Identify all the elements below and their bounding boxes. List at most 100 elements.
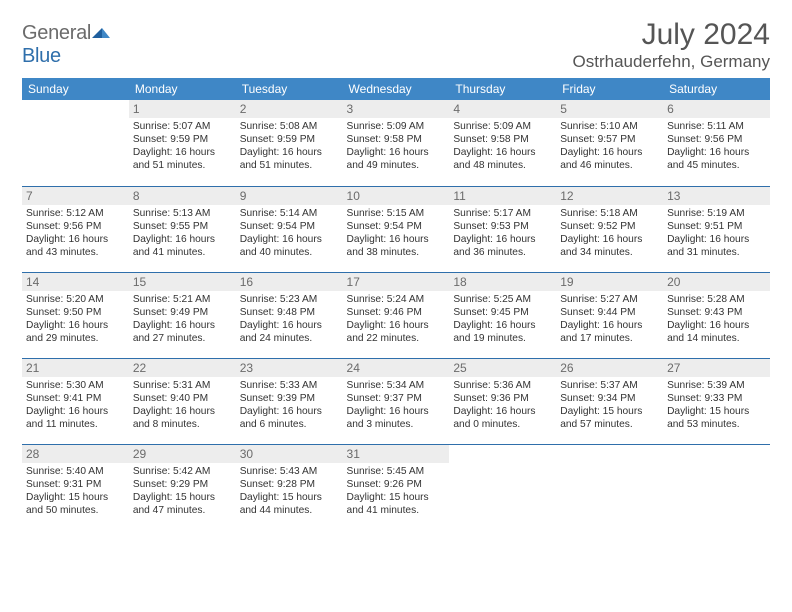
daylight-line: Daylight: 16 hours and 38 minutes. — [347, 233, 446, 259]
daylight-line: Daylight: 16 hours and 43 minutes. — [26, 233, 125, 259]
day-number: 1 — [129, 100, 236, 118]
sunset-line: Sunset: 9:31 PM — [26, 478, 125, 491]
calendar-day-cell: 16Sunrise: 5:23 AMSunset: 9:48 PMDayligh… — [236, 272, 343, 358]
day-number: 20 — [663, 273, 770, 291]
calendar-day-cell: 28Sunrise: 5:40 AMSunset: 9:31 PMDayligh… — [22, 444, 129, 530]
weekday-header: Monday — [129, 78, 236, 100]
sunset-line: Sunset: 9:26 PM — [347, 478, 446, 491]
calendar-day-cell: 13Sunrise: 5:19 AMSunset: 9:51 PMDayligh… — [663, 186, 770, 272]
daylight-line: Daylight: 16 hours and 31 minutes. — [667, 233, 766, 259]
calendar-day-cell: 15Sunrise: 5:21 AMSunset: 9:49 PMDayligh… — [129, 272, 236, 358]
day-number: 26 — [556, 359, 663, 377]
calendar-day-cell: 12Sunrise: 5:18 AMSunset: 9:52 PMDayligh… — [556, 186, 663, 272]
sunrise-line: Sunrise: 5:31 AM — [133, 379, 232, 392]
calendar-day-cell: 29Sunrise: 5:42 AMSunset: 9:29 PMDayligh… — [129, 444, 236, 530]
logo-word2: Blue — [22, 45, 61, 67]
title-block: July 2024 Ostrhauderfehn, Germany — [573, 18, 770, 72]
calendar-day-cell: 8 Sunrise: 5:13 AMSunset: 9:55 PMDaylight… — [129, 186, 236, 272]
sunrise-line: Sunrise: 5:40 AM — [26, 465, 125, 478]
day-number: 29 — [129, 445, 236, 463]
sunrise-line: Sunrise: 5:13 AM — [133, 207, 232, 220]
logo: GeneralBlue — [22, 22, 110, 68]
sunrise-line: Sunrise: 5:33 AM — [240, 379, 339, 392]
day-number: 25 — [449, 359, 556, 377]
sunset-line: Sunset: 9:58 PM — [347, 133, 446, 146]
daylight-line: Daylight: 16 hours and 36 minutes. — [453, 233, 552, 259]
daylight-line: Daylight: 16 hours and 14 minutes. — [667, 319, 766, 345]
day-number: 2 — [236, 100, 343, 118]
sunset-line: Sunset: 9:43 PM — [667, 306, 766, 319]
header: GeneralBlue July 2024 Ostrhauderfehn, Ge… — [22, 18, 770, 72]
day-number: 16 — [236, 273, 343, 291]
sunrise-line: Sunrise: 5:28 AM — [667, 293, 766, 306]
sunset-line: Sunset: 9:59 PM — [133, 133, 232, 146]
sunrise-line: Sunrise: 5:15 AM — [347, 207, 446, 220]
day-number: 17 — [343, 273, 450, 291]
day-number: 7 — [22, 187, 129, 205]
sunset-line: Sunset: 9:52 PM — [560, 220, 659, 233]
logo-text: GeneralBlue — [22, 22, 110, 68]
sunset-line: Sunset: 9:46 PM — [347, 306, 446, 319]
day-number: 13 — [663, 187, 770, 205]
calendar-day-cell — [22, 100, 129, 186]
day-number: 31 — [343, 445, 450, 463]
day-number: 22 — [129, 359, 236, 377]
calendar-day-cell: 6Sunrise: 5:11 AMSunset: 9:56 PMDaylight… — [663, 100, 770, 186]
calendar-day-cell: 14Sunrise: 5:20 AMSunset: 9:50 PMDayligh… — [22, 272, 129, 358]
day-number: 10 — [343, 187, 450, 205]
calendar-day-cell: 31 Sunrise: 5:45 AMSunset: 9:26 PMDayligh… — [343, 444, 450, 530]
daylight-line: Daylight: 15 hours and 44 minutes. — [240, 491, 339, 517]
sunrise-line: Sunrise: 5:09 AM — [347, 120, 446, 133]
calendar-day-cell: 27Sunrise: 5:39 AMSunset: 9:33 PMDayligh… — [663, 358, 770, 444]
sunset-line: Sunset: 9:33 PM — [667, 392, 766, 405]
sunset-line: Sunset: 9:48 PM — [240, 306, 339, 319]
weekday-header: Sunday — [22, 78, 129, 100]
day-number: 24 — [343, 359, 450, 377]
daylight-line: Daylight: 16 hours and 41 minutes. — [133, 233, 232, 259]
calendar-day-cell — [449, 444, 556, 530]
daylight-line: Daylight: 16 hours and 51 minutes. — [240, 146, 339, 172]
daylight-line: Daylight: 15 hours and 53 minutes. — [667, 405, 766, 431]
day-number: 23 — [236, 359, 343, 377]
daylight-line: Daylight: 15 hours and 50 minutes. — [26, 491, 125, 517]
calendar-day-cell: 17Sunrise: 5:24 AMSunset: 9:46 PMDayligh… — [343, 272, 450, 358]
day-number: 8 — [129, 187, 236, 205]
sunrise-line: Sunrise: 5:12 AM — [26, 207, 125, 220]
sunset-line: Sunset: 9:53 PM — [453, 220, 552, 233]
weekday-header-row: SundayMondayTuesdayWednesdayThursdayFrid… — [22, 78, 770, 100]
sunset-line: Sunset: 9:49 PM — [133, 306, 232, 319]
sunset-line: Sunset: 9:59 PM — [240, 133, 339, 146]
calendar-day-cell: 23Sunrise: 5:33 AMSunset: 9:39 PMDayligh… — [236, 358, 343, 444]
sunset-line: Sunset: 9:29 PM — [133, 478, 232, 491]
day-number: 5 — [556, 100, 663, 118]
sunset-line: Sunset: 9:34 PM — [560, 392, 659, 405]
calendar-day-cell: 2Sunrise: 5:08 AMSunset: 9:59 PMDaylight… — [236, 100, 343, 186]
sunset-line: Sunset: 9:58 PM — [453, 133, 552, 146]
calendar-day-cell: 7 Sunrise: 5:12 AMSunset: 9:56 PMDaylight… — [22, 186, 129, 272]
calendar-day-cell: 5Sunrise: 5:10 AMSunset: 9:57 PMDaylight… — [556, 100, 663, 186]
location: Ostrhauderfehn, Germany — [573, 52, 770, 72]
sunrise-line: Sunrise: 5:11 AM — [667, 120, 766, 133]
calendar-day-cell: 3Sunrise: 5:09 AMSunset: 9:58 PMDaylight… — [343, 100, 450, 186]
sunrise-line: Sunrise: 5:45 AM — [347, 465, 446, 478]
day-number: 6 — [663, 100, 770, 118]
daylight-line: Daylight: 16 hours and 46 minutes. — [560, 146, 659, 172]
sunset-line: Sunset: 9:57 PM — [560, 133, 659, 146]
calendar-day-cell: 24Sunrise: 5:34 AMSunset: 9:37 PMDayligh… — [343, 358, 450, 444]
calendar-day-cell: 19Sunrise: 5:27 AMSunset: 9:44 PMDayligh… — [556, 272, 663, 358]
calendar-week-row: 1Sunrise: 5:07 AMSunset: 9:59 PMDaylight… — [22, 100, 770, 186]
daylight-line: Daylight: 16 hours and 29 minutes. — [26, 319, 125, 345]
day-number: 3 — [343, 100, 450, 118]
calendar-week-row: 28Sunrise: 5:40 AMSunset: 9:31 PMDayligh… — [22, 444, 770, 530]
weekday-header: Tuesday — [236, 78, 343, 100]
calendar-day-cell — [556, 444, 663, 530]
daylight-line: Daylight: 15 hours and 41 minutes. — [347, 491, 446, 517]
sunset-line: Sunset: 9:56 PM — [26, 220, 125, 233]
calendar-day-cell: 10 Sunrise: 5:15 AMSunset: 9:54 PMDayligh… — [343, 186, 450, 272]
calendar-day-cell: 25Sunrise: 5:36 AMSunset: 9:36 PMDayligh… — [449, 358, 556, 444]
weekday-header: Wednesday — [343, 78, 450, 100]
sunset-line: Sunset: 9:55 PM — [133, 220, 232, 233]
sunset-line: Sunset: 9:28 PM — [240, 478, 339, 491]
calendar-day-cell: 1Sunrise: 5:07 AMSunset: 9:59 PMDaylight… — [129, 100, 236, 186]
sunset-line: Sunset: 9:54 PM — [347, 220, 446, 233]
